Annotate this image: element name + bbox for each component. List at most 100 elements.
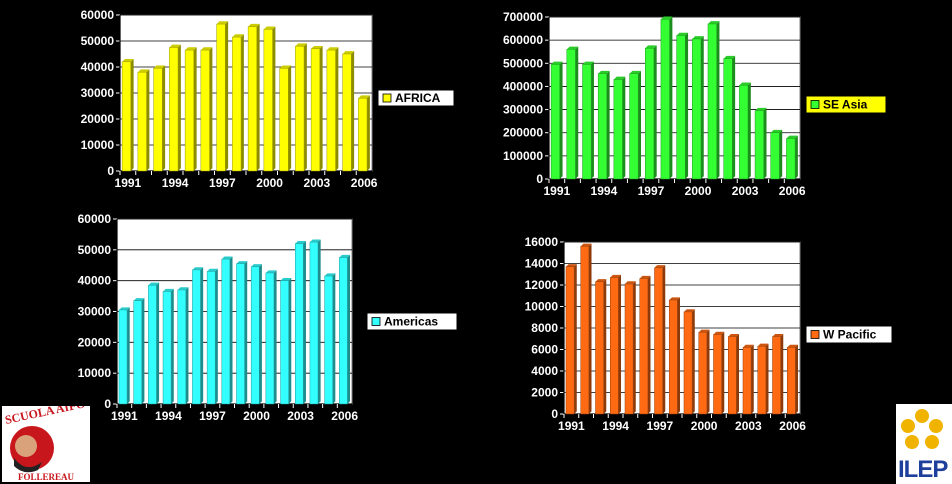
bar-side <box>241 34 244 171</box>
bar-front <box>786 138 796 180</box>
bar-front <box>250 266 260 405</box>
bar-side <box>700 36 704 180</box>
bar-front <box>597 73 608 180</box>
bar-top <box>133 298 145 301</box>
bar-side <box>721 331 725 414</box>
x-tick-label: 2006 <box>779 184 806 198</box>
bar-top <box>645 45 657 49</box>
x-tick-label: 2003 <box>304 176 331 190</box>
bar-side <box>780 333 784 414</box>
y-tick-label: 100000 <box>503 149 543 163</box>
bar-front <box>624 283 634 415</box>
bar-side <box>319 45 323 172</box>
bar <box>713 331 725 415</box>
bar-side <box>335 47 339 171</box>
x-tick-label: 2003 <box>735 419 762 433</box>
y-tick-label: 30000 <box>81 86 115 100</box>
bar-top <box>280 278 292 281</box>
bar-front <box>326 49 336 172</box>
x-tick-label: 1991 <box>115 176 142 190</box>
bar-side <box>288 278 292 404</box>
svg-text:SCUOLA AIFO: SCUOLA AIFO <box>4 406 87 427</box>
bar <box>133 298 145 405</box>
bar-side <box>347 254 351 404</box>
bar-side <box>256 23 260 171</box>
bar-front <box>310 48 321 172</box>
legend: W Pacific <box>805 325 893 344</box>
y-tick-label: 10000 <box>78 366 112 380</box>
bar-top <box>342 51 355 54</box>
bar-front <box>654 267 663 415</box>
bar-top <box>216 21 229 25</box>
bar-front <box>279 68 289 172</box>
bar-side <box>200 267 204 404</box>
bar <box>326 47 339 172</box>
y-tick-label: 500000 <box>503 56 543 70</box>
x-tick-label: 1997 <box>638 184 665 198</box>
bar-top <box>676 32 689 36</box>
bar-front <box>676 35 686 180</box>
y-tick-label: 30000 <box>78 305 112 319</box>
bar-top <box>295 43 307 47</box>
bar-front <box>550 64 560 180</box>
bar-top <box>713 331 725 335</box>
bar <box>698 329 710 415</box>
bar <box>342 51 355 172</box>
bar-side <box>156 282 160 404</box>
bar <box>250 264 262 405</box>
bar-front <box>121 61 132 172</box>
bar <box>742 344 754 415</box>
x-tick-label: 2000 <box>691 419 718 433</box>
bar-front <box>324 275 333 405</box>
bar-top <box>786 135 798 139</box>
bar <box>580 243 592 415</box>
bar <box>597 70 610 180</box>
bar-front <box>644 47 655 180</box>
chart-1: 0 100000 200000 300000 400000 500000 600000 700… <box>503 10 887 198</box>
bar-front <box>184 49 195 172</box>
bar-front <box>309 241 319 405</box>
y-tick-label: 8000 <box>531 321 558 335</box>
bar-front <box>236 263 245 405</box>
bar-front <box>265 272 275 405</box>
bar-top <box>207 268 218 272</box>
bar-side <box>288 65 292 171</box>
bar-front <box>786 347 796 415</box>
bar-top <box>770 129 783 133</box>
x-tick-label: 1997 <box>209 176 236 190</box>
bar <box>216 21 229 172</box>
x-tick-label: 2003 <box>732 184 759 198</box>
bar-top <box>295 241 306 244</box>
bar-front <box>177 289 187 405</box>
bar-top <box>137 69 150 73</box>
x-tick-label: 1994 <box>602 419 629 433</box>
bar-front <box>192 269 201 405</box>
bar-top <box>698 329 710 333</box>
legend-swatch <box>382 93 392 103</box>
bar <box>118 307 130 405</box>
bar <box>263 26 276 172</box>
y-tick-label: 2000 <box>531 386 558 400</box>
bar-top <box>169 44 181 48</box>
bar-side <box>677 297 681 414</box>
x-tick-label: 2000 <box>256 176 283 190</box>
bar-front <box>629 73 639 180</box>
x-tick-label: 2003 <box>287 409 314 423</box>
bar-top <box>153 65 166 69</box>
legend-label: W Pacific <box>823 328 877 342</box>
bar-top <box>185 47 197 51</box>
bar-front <box>609 277 619 415</box>
chart-3: 0 2000 4000 6000 8000 10000 12000 14000 16000 199… <box>525 235 893 433</box>
bar-top <box>358 95 370 99</box>
bar-top <box>580 243 592 247</box>
legend-box <box>805 95 887 114</box>
bar-side <box>779 129 783 179</box>
bar <box>660 16 673 180</box>
bar <box>786 135 798 180</box>
bar-side <box>171 288 174 404</box>
scuola-aifo-logo: SCUOLA AIFO FOLLEREAU <box>2 406 90 482</box>
bar-side <box>130 58 134 172</box>
y-tick-label: 10000 <box>525 300 559 314</box>
bar-top <box>610 274 622 278</box>
